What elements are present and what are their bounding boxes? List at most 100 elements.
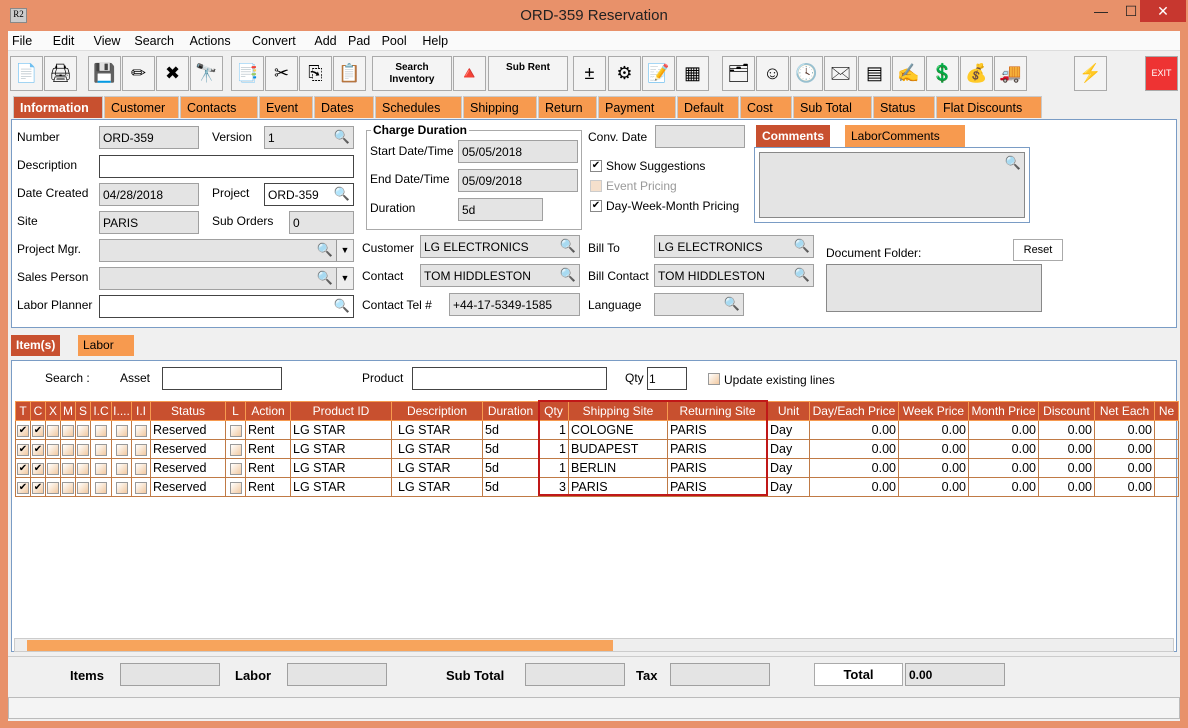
menu-edit[interactable]: Edit [52, 34, 75, 48]
column-header[interactable]: I.I [131, 401, 151, 421]
cell-action[interactable]: Rent [245, 458, 291, 478]
checkbox-cell[interactable] [131, 420, 151, 440]
column-header[interactable]: M [60, 401, 76, 421]
cell-ne[interactable] [1154, 439, 1179, 459]
tab-flat-discounts[interactable]: Flat Discounts [936, 96, 1042, 118]
row-checkbox[interactable]: ✔ [32, 443, 44, 456]
find-button[interactable]: 🔭 [190, 56, 223, 91]
smiley-button[interactable]: ☺ [756, 56, 789, 91]
search-icon[interactable]: 🔍 [793, 267, 810, 282]
project-mgr-field[interactable]: 🔍 ▼ [99, 239, 354, 262]
checkbox-cell[interactable] [75, 439, 91, 459]
cell-net[interactable]: 0.00 [1094, 458, 1155, 478]
search-inventory-button[interactable]: Search Inventory [372, 56, 452, 91]
row-checkbox[interactable] [135, 443, 147, 456]
edit-button[interactable]: ✏ [122, 56, 155, 91]
tab-schedules[interactable]: Schedules [375, 96, 462, 118]
checkbox-cell[interactable] [111, 477, 132, 497]
cell-action[interactable]: Rent [245, 477, 291, 497]
cell-day[interactable]: 0.00 [809, 439, 899, 459]
bill-to-field[interactable]: LG ELECTRONICS 🔍 [654, 235, 814, 258]
tab-payment[interactable]: Payment [598, 96, 676, 118]
column-header[interactable]: Description [391, 401, 483, 421]
cell-month[interactable]: 0.00 [968, 458, 1039, 478]
tab-items[interactable]: Item(s) [11, 335, 61, 356]
checkbox-cell[interactable]: ✔ [15, 420, 31, 440]
row-checkbox[interactable] [47, 443, 59, 456]
project-field[interactable]: ORD-359 🔍 [264, 183, 354, 206]
cell-net[interactable]: 0.00 [1094, 477, 1155, 497]
column-header[interactable]: Ne [1154, 401, 1179, 421]
column-header[interactable]: S [75, 401, 91, 421]
cell-week[interactable]: 0.00 [898, 458, 969, 478]
cell-status[interactable]: Reserved [150, 439, 226, 459]
cell-ne[interactable] [1154, 458, 1179, 478]
stack-button[interactable]: ▤ [858, 56, 891, 91]
checkbox-cell[interactable] [131, 477, 151, 497]
cell-description[interactable]: LG STAR [391, 477, 483, 497]
search-icon[interactable]: 🔍 [1004, 155, 1021, 170]
tab-default[interactable]: Default [677, 96, 739, 118]
menu-search[interactable]: Search [134, 34, 174, 48]
cell-unit[interactable]: Day [767, 439, 810, 459]
row-checkbox[interactable]: ✔ [17, 462, 29, 475]
tab-sub-total[interactable]: Sub Total [793, 96, 872, 118]
checkbox-cell[interactable] [45, 477, 61, 497]
checkbox-cell[interactable]: ✔ [30, 477, 46, 497]
cell-returning[interactable]: PARIS [667, 458, 768, 478]
menu-pad[interactable]: Pad [348, 34, 371, 48]
minimize-button[interactable]: — [1094, 3, 1108, 19]
column-header[interactable]: Discount [1038, 401, 1095, 421]
row-checkbox[interactable] [95, 424, 107, 437]
row-checkbox[interactable] [115, 443, 128, 456]
contact-tel-field[interactable]: +44-17-5349-1585 [449, 293, 580, 316]
column-header[interactable]: C [30, 401, 46, 421]
tree-button[interactable]: 🗂 [722, 56, 755, 91]
dwm-pricing-checkbox[interactable]: ✔ [590, 200, 602, 212]
cell-status[interactable]: Reserved [150, 420, 226, 440]
cell-shipping[interactable]: BUDAPEST [568, 439, 668, 459]
row-checkbox[interactable] [115, 424, 128, 437]
cell-description[interactable]: LG STAR [391, 458, 483, 478]
row-checkbox[interactable] [229, 424, 242, 437]
checkbox-cell[interactable] [45, 458, 61, 478]
table-row[interactable]: ✔ ✔ Reserved Rent LG STAR LG STAR 5d 1 BUDAPEST P… [15, 439, 1179, 459]
cell-month[interactable]: 0.00 [968, 439, 1039, 459]
column-header[interactable]: T [15, 401, 31, 421]
checkbox-cell[interactable] [60, 477, 76, 497]
search-icon[interactable]: 🔍 [723, 296, 740, 311]
version-field[interactable]: 1 🔍 [264, 126, 354, 149]
scrollbar-thumb[interactable] [27, 640, 613, 651]
row-checkbox[interactable] [77, 443, 89, 456]
row-checkbox[interactable] [95, 443, 107, 456]
site-field[interactable]: PARIS [99, 211, 199, 234]
cell-action[interactable]: Rent [245, 439, 291, 459]
sub-rent-button[interactable]: Sub Rent [488, 56, 568, 91]
checkbox-cell[interactable] [45, 439, 61, 459]
cell-returning[interactable]: PARIS [667, 420, 768, 440]
cell-month[interactable]: 0.00 [968, 477, 1039, 497]
cell-net[interactable]: 0.00 [1094, 439, 1155, 459]
tab-information[interactable]: Information [13, 96, 103, 118]
cell-duration[interactable]: 5d [482, 439, 539, 459]
checkbox-cell[interactable] [111, 458, 132, 478]
checkbox-cell[interactable] [111, 420, 132, 440]
cell-discount[interactable]: 0.00 [1038, 439, 1095, 459]
cell-description[interactable]: LG STAR [391, 439, 483, 459]
labor-planner-field[interactable]: 🔍 [99, 295, 354, 318]
checkbox-cell[interactable] [225, 458, 246, 478]
money-button[interactable]: 💲 [926, 56, 959, 91]
copy-button[interactable]: ⎘ [299, 56, 332, 91]
cell-duration[interactable]: 5d [482, 458, 539, 478]
checkbox-cell[interactable] [75, 458, 91, 478]
coins-button[interactable]: 💰 [960, 56, 993, 91]
row-checkbox[interactable] [229, 462, 242, 475]
column-header[interactable]: Status [150, 401, 226, 421]
cell-returning[interactable]: PARIS [667, 477, 768, 497]
search-icon[interactable]: 🔍 [316, 270, 333, 285]
cell-shipping[interactable]: PARIS [568, 477, 668, 497]
row-checkbox[interactable] [229, 443, 242, 456]
bill-contact-field[interactable]: TOM HIDDLESTON 🔍 [654, 264, 814, 287]
tab-event[interactable]: Event [259, 96, 313, 118]
cell-unit[interactable]: Day [767, 420, 810, 440]
